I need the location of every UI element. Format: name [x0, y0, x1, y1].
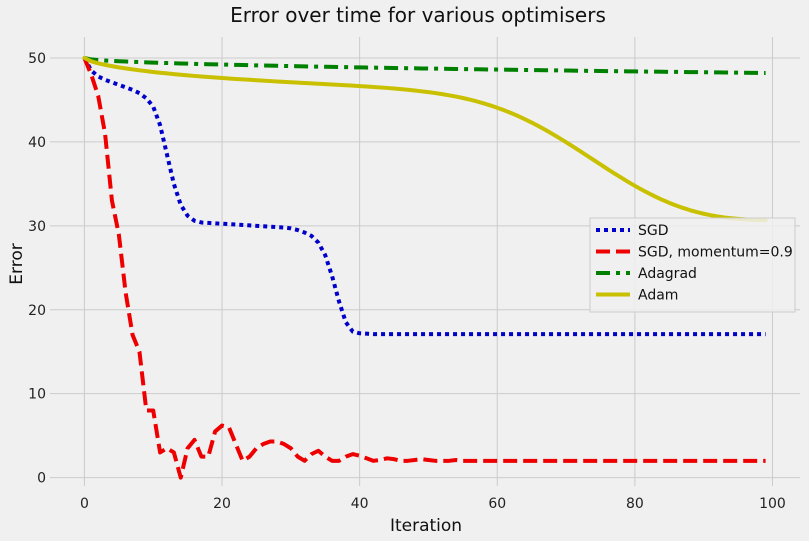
legend: SGD SGD, momentum=0.9 Adagrad Adam [589, 217, 796, 313]
tick-labels: 0 20 40 60 80 100 0 10 20 30 40 50 [28, 51, 786, 512]
legend-label: Adagrad [638, 266, 697, 282]
x-tick-label: 0 [80, 496, 89, 512]
y-tick-label: 10 [28, 387, 46, 403]
legend-label: SGD, momentum=0.9 [638, 245, 793, 261]
y-tick-label: 50 [28, 51, 46, 67]
y-tick-label: 40 [28, 135, 46, 151]
x-tick-label: 20 [213, 496, 231, 512]
y-axis-label: Error [7, 243, 27, 284]
series-line [82, 57, 766, 480]
legend-label: SGD [638, 223, 669, 239]
x-tick-label: 40 [351, 496, 369, 512]
x-axis-label: Iteration [390, 516, 462, 536]
y-tick-label: 0 [37, 471, 46, 487]
y-tick-label: 30 [28, 219, 46, 235]
legend-label: Adam [638, 288, 678, 304]
legend-box [589, 217, 796, 313]
x-tick-label: 80 [626, 496, 644, 512]
series-line [83, 56, 766, 75]
series-line [82, 57, 766, 337]
x-tick-label: 60 [488, 496, 506, 512]
chart-title: Error over time for various optimisers [230, 3, 606, 27]
y-tick-label: 20 [28, 303, 46, 319]
series-lines [82, 55, 768, 480]
series-line [82, 55, 768, 223]
x-tick-label: 100 [759, 496, 786, 512]
